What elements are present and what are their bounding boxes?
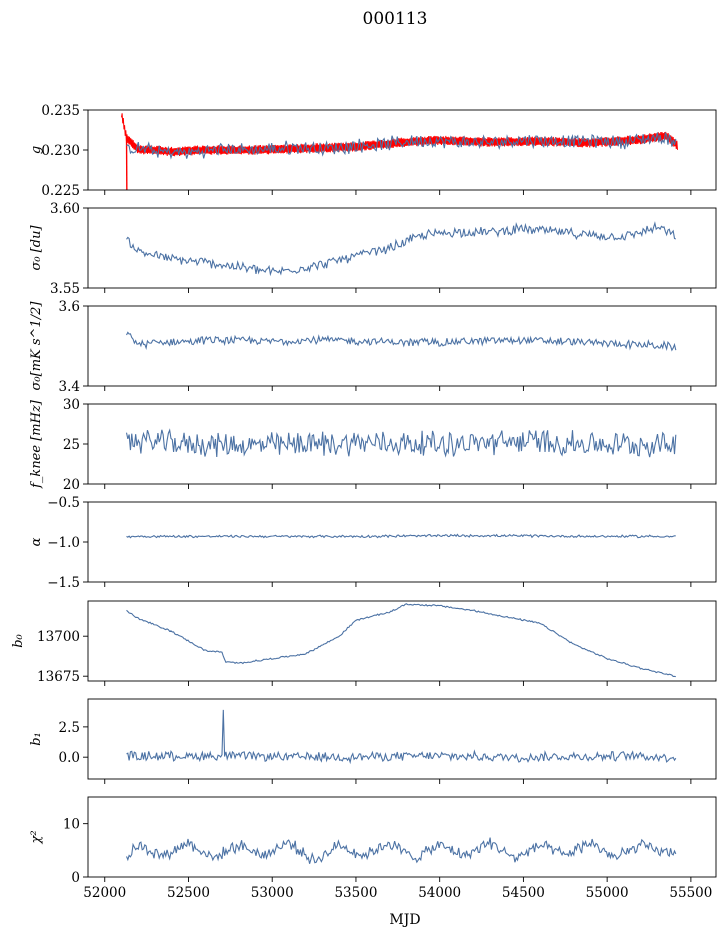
y-tick-label: 3.4 [59,379,80,395]
y-tick-label: 0.225 [41,183,80,199]
plot-area [120,113,678,190]
series-line [126,221,677,277]
y-axis-label: g [29,146,44,154]
axes-frame [87,600,717,682]
plot-area [126,533,676,539]
series-line [126,533,676,539]
panel-g: 0.225 0.230 0.235 g [29,103,717,199]
x-tick-label: 54500 [502,885,545,901]
series-line [126,837,677,864]
y-tick-label: 20 [63,477,80,493]
y-axis-label: σ₀[mK s^1/2] [29,301,44,391]
y-tick-label: −0.5 [47,495,80,511]
panels: 0.225 0.230 0.235 g 3.55 3.60 σ₀ [du] 3.4 3.6 σ₀[… [11,103,717,901]
x-tick-label: 55000 [586,885,629,901]
x-tick-label: 54000 [418,885,461,901]
y-axis-label: σ₀ [du] [29,225,44,271]
series-line [126,131,677,160]
panel-sigma0_mk: 3.4 3.6 σ₀[mK s^1/2] [29,299,717,395]
plot-area [126,709,677,765]
x-tick-label: 52000 [83,885,126,901]
plot-area [125,428,677,458]
y-tick-label: 0.230 [41,143,80,159]
panel-b0: 13675 13700 b₀ [11,600,717,686]
x-tick-label: 53500 [334,885,377,901]
axes-frame [87,796,717,878]
y-tick-label: 3.55 [50,281,80,297]
series-line [126,603,676,678]
panel-chi2: 0 10 52000 52500 53000 53500 54000 54500 55000 55… [29,796,717,901]
y-tick-label: 13700 [37,629,80,645]
x-tick-label: 52500 [167,885,210,901]
plot-area [126,837,677,864]
series-line [126,331,677,352]
x-axis-label: MJD [389,912,420,928]
series-line [125,428,677,458]
panel-b1: 0.0 2.5 b₁ [29,698,717,784]
y-tick-label: 3.60 [50,201,80,217]
panel-fknee: 20 25 30 f_knee [mHz] [29,397,717,493]
y-tick-label: 10 [63,817,80,833]
y-tick-label: 13675 [37,669,80,685]
y-tick-label: 3.6 [59,299,80,315]
y-axis-label: b₁ [29,732,44,746]
plot-area [126,221,677,277]
y-axis-label: b₀ [11,633,26,647]
figure-title: 000113 [363,9,428,29]
y-tick-label: 0.235 [41,103,80,119]
axes-frame [87,305,717,387]
y-tick-label: 30 [63,397,80,413]
x-tick-label: 53000 [251,885,294,901]
y-tick-label: 25 [63,437,80,453]
y-tick-label: −1.5 [47,575,80,591]
y-tick-label: 0.0 [59,750,80,766]
axes-frame [87,501,717,583]
panel-alpha: −1.5 −1.0 −0.5 α [29,495,717,591]
plot-area [126,603,676,678]
panel-sigma0_du: 3.55 3.60 σ₀ [du] [29,201,717,297]
y-tick-label: −1.0 [47,535,80,551]
plot-area [126,331,677,352]
y-axis-label: χ² [29,830,44,844]
y-axis-label: α [29,537,44,546]
axes-frame [87,698,717,780]
axes-frame [87,207,717,289]
x-tick-label: 55500 [669,885,712,901]
series-line-overlay [120,113,678,157]
y-tick-label: 2.5 [59,720,80,736]
series-line [126,709,677,765]
y-tick-label: 0 [71,870,80,886]
y-axis-label: f_knee [mHz] [29,399,44,489]
